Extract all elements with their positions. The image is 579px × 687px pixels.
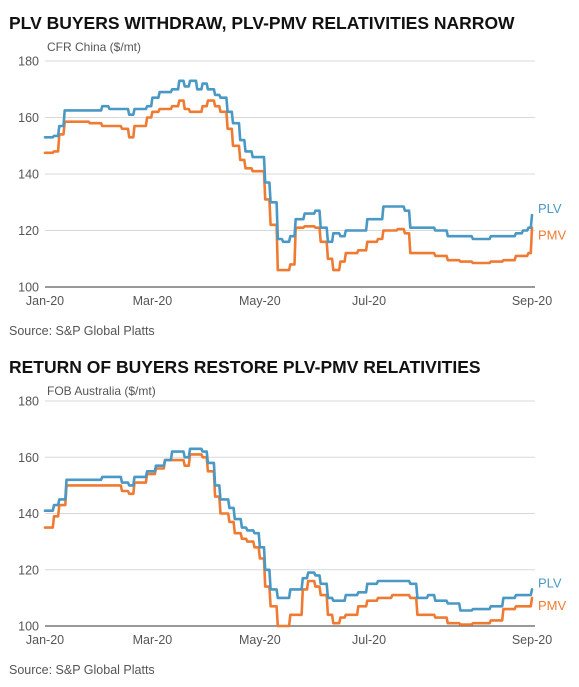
y-tick-label: 180: [18, 395, 39, 409]
series-lines: [43, 447, 534, 628]
x-tick-label: Jan-20: [26, 294, 64, 308]
x-tick-label: Mar-20: [133, 633, 173, 647]
y-tick-label: 120: [18, 563, 39, 577]
x-tick-label: May-20: [239, 633, 281, 647]
series-line-pmv: [43, 99, 534, 272]
x-tick-label: May-20: [239, 294, 281, 308]
series-label-pmv: PMV: [538, 228, 567, 243]
x-axis-tick-labels: Jan-20 Mar-20 May-20 Jul-20 Sep-20: [26, 294, 552, 308]
y-tick-label: 160: [18, 451, 39, 465]
series-end-labels: PLV PMV: [538, 201, 567, 243]
y-tick-label: 160: [18, 111, 39, 125]
x-tick-label: Sep-20: [512, 633, 552, 647]
series-label-pmv: PMV: [538, 598, 567, 613]
series-line-plv: [43, 79, 534, 244]
y-tick-label: 100: [18, 281, 39, 295]
chart-title: PLV BUYERS WITHDRAW, PLV-PMV RELATIVITIE…: [9, 13, 515, 33]
series-end-labels: PLV PMV: [538, 575, 567, 612]
y-tick-label: 140: [18, 168, 39, 182]
chart-title: RETURN OF BUYERS RESTORE PLV-PMV RELATIV…: [9, 357, 481, 377]
y-tick-label: 120: [18, 224, 39, 238]
series-line-pmv: [43, 453, 534, 628]
x-tick-label: Jan-20: [26, 633, 64, 647]
series-label-plv: PLV: [538, 575, 562, 590]
chart-plv-pmv-cfr-china: PLV BUYERS WITHDRAW, PLV-PMV RELATIVITIE…: [9, 13, 567, 338]
x-tick-label: Sep-20: [512, 294, 552, 308]
y-axis-unit-label: FOB Australia ($/mt): [47, 384, 156, 398]
chart-plv-pmv-fob-australia: RETURN OF BUYERS RESTORE PLV-PMV RELATIV…: [9, 357, 567, 677]
source-note: Source: S&P Global Platts: [9, 324, 155, 338]
series-label-plv: PLV: [538, 201, 562, 216]
y-axis-unit-label: CFR China ($/mt): [47, 40, 141, 54]
x-tick-label: Jul-20: [352, 633, 386, 647]
y-tick-label: 180: [18, 55, 39, 69]
series-line-plv: [43, 447, 534, 612]
y-tick-label: 100: [18, 620, 39, 634]
x-tick-label: Jul-20: [352, 294, 386, 308]
series-lines: [43, 79, 534, 272]
x-axis-tick-labels: Jan-20 Mar-20 May-20 Jul-20 Sep-20: [26, 633, 552, 647]
y-axis-tick-labels: 100 120 140 160 180: [18, 55, 39, 295]
gridlines: [45, 60, 535, 288]
y-axis-tick-labels: 100 120 140 160 180: [18, 395, 39, 634]
y-tick-label: 140: [18, 507, 39, 521]
x-tick-label: Mar-20: [133, 294, 173, 308]
source-note: Source: S&P Global Platts: [9, 663, 155, 677]
